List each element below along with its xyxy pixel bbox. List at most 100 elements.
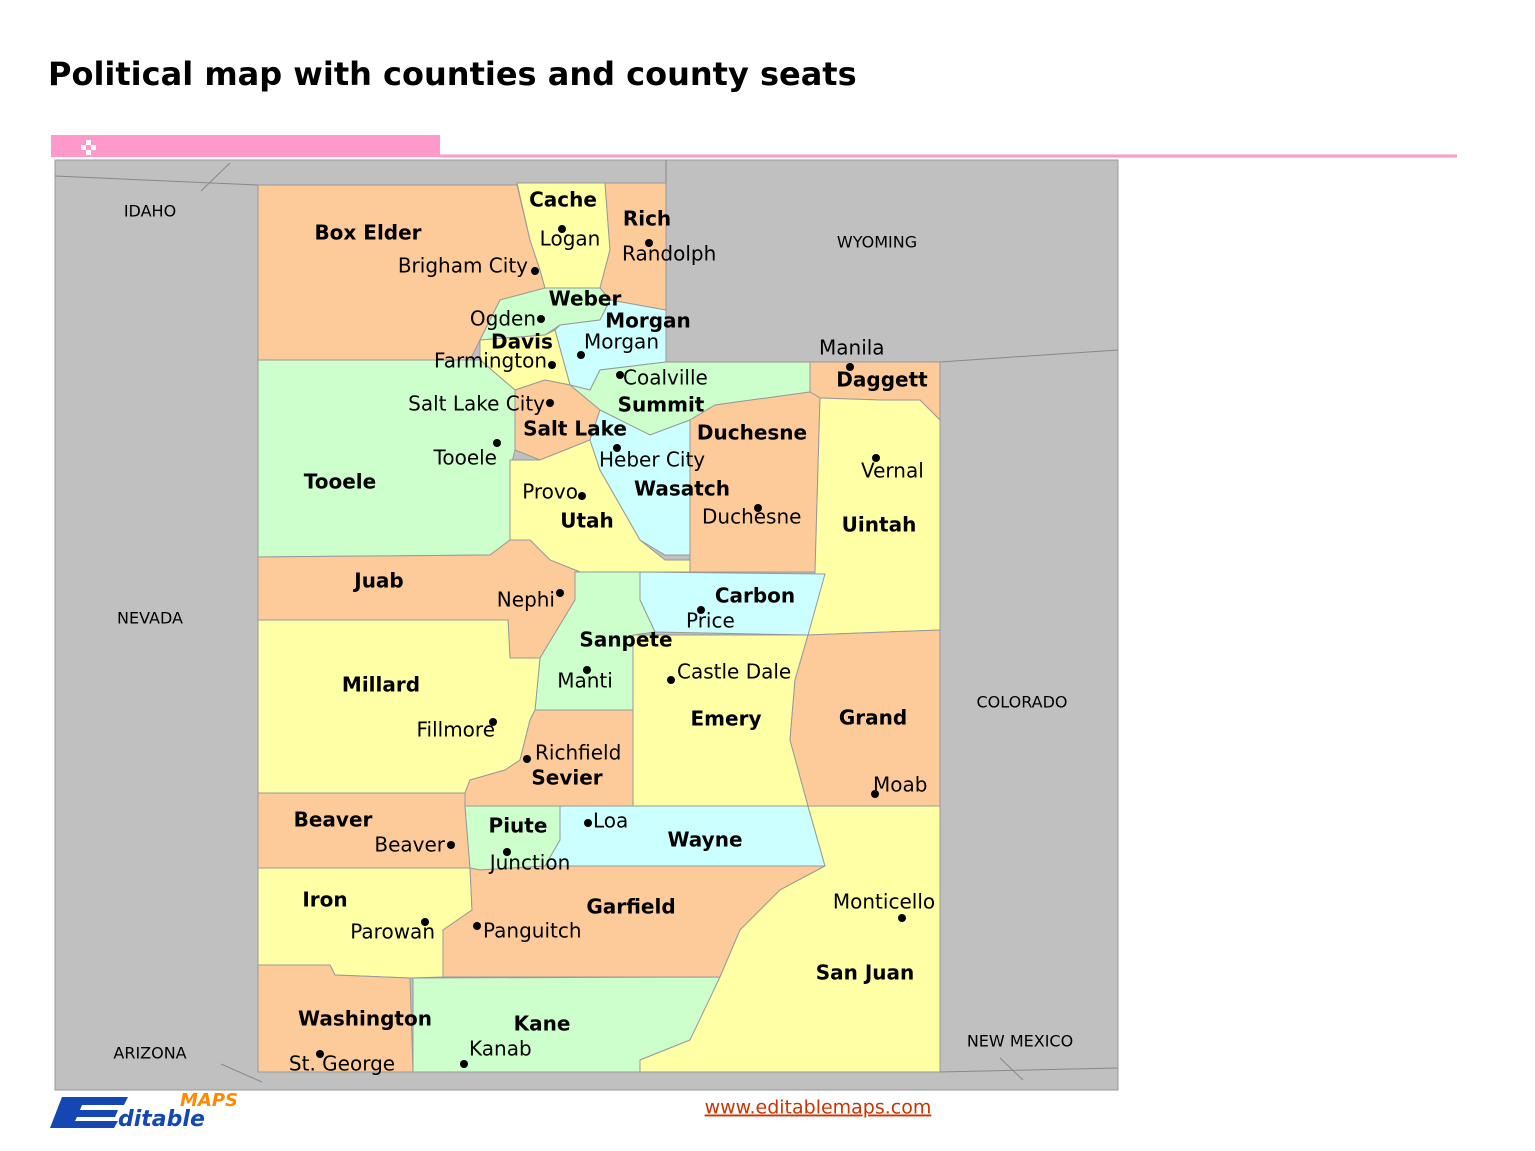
county-seat: Junction (488, 851, 571, 875)
seat-dot (645, 239, 653, 247)
county-seat: Loa (593, 809, 628, 833)
county-name: Emery (691, 707, 762, 731)
county-seat: Parowan (350, 920, 435, 944)
seat-dot (556, 589, 564, 597)
county-name: Davis (491, 330, 553, 354)
county-seat: Logan (540, 227, 601, 251)
seat-dot (697, 606, 705, 614)
seat-dot (531, 267, 539, 275)
seat-dot (558, 225, 566, 233)
county-name: Summit (618, 393, 705, 417)
page-title: Political map with counties and county s… (48, 55, 857, 93)
county-name: Sevier (531, 766, 602, 790)
county-name: Kane (514, 1012, 571, 1036)
county-seat: Randolph (622, 242, 716, 266)
county-name: Cache (529, 188, 597, 212)
seat-dot (546, 399, 554, 407)
county (257, 619, 541, 794)
logo-letter: E (52, 1109, 53, 1111)
county-name: Washington (298, 1007, 432, 1031)
county-name: Weber (549, 287, 622, 311)
logo-top: MAPS (180, 1090, 238, 1111)
county-name: Utah (560, 509, 614, 533)
seat-dot (537, 315, 545, 323)
county-name: Beaver (294, 808, 373, 832)
seat-dot (493, 439, 501, 447)
logo-bottom: ditable (118, 1107, 205, 1132)
seat-dot (846, 363, 854, 371)
header-bar (51, 135, 440, 157)
county-seat: Coalville (623, 366, 708, 390)
county-name: Morgan (605, 309, 691, 333)
county-seat: Panguitch (483, 919, 582, 943)
state-label: ARIZONA (113, 1044, 186, 1063)
county-seat: Manila (819, 336, 885, 360)
seat-dot (872, 454, 880, 462)
seat-dot (316, 1050, 324, 1058)
county-seat: Provo (522, 480, 578, 504)
logo-shape (50, 1097, 128, 1128)
county-name: Sanpete (579, 628, 672, 652)
state-label: IDAHO (124, 202, 176, 221)
county-seat: Tooele (433, 446, 497, 470)
seat-dot (447, 841, 455, 849)
county-name: Iron (302, 888, 347, 912)
county-seat: Moab (873, 773, 927, 797)
county-seat: Castle Dale (677, 660, 791, 684)
county-name: Daggett (836, 368, 928, 392)
seat-dot (473, 922, 481, 930)
county (464, 709, 634, 807)
seat-dot (898, 914, 906, 922)
county-seat: Morgan (584, 330, 659, 354)
county-name: Carbon (715, 584, 795, 608)
county-name: Juab (352, 569, 404, 593)
seat-dot (548, 361, 556, 369)
county-seat: Kanab (469, 1037, 532, 1061)
header-icon (81, 140, 96, 155)
county-name: Box Elder (314, 221, 421, 245)
state-label: NEVADA (117, 609, 183, 628)
county-seat: Richfield (535, 741, 621, 765)
county-seat: Manti (557, 669, 613, 693)
labels: Box Elder Brigham City Cache Logan Rich Rando… (113, 188, 1073, 1076)
county-seat: Vernal (861, 459, 924, 483)
seat-dot (489, 718, 497, 726)
county-seat: Duchesne (702, 505, 801, 529)
county-name: Piute (489, 814, 548, 838)
seat-dot (754, 504, 762, 512)
county-seat: Brigham City (398, 254, 528, 278)
county-name: Rich (623, 207, 671, 231)
seat-dot (503, 848, 511, 856)
seat-dot (613, 444, 621, 452)
seat-dot (578, 492, 586, 500)
county-name: Tooele (304, 470, 376, 494)
county-seat: Price (686, 609, 735, 633)
seat-dot (421, 918, 429, 926)
county-name: Uintah (842, 513, 917, 537)
seat-dot (577, 351, 585, 359)
state-label: NEW MEXICO (967, 1032, 1073, 1051)
county-name: San Juan (816, 961, 915, 985)
state-label: WYOMING (837, 233, 917, 252)
county-name: Wasatch (634, 477, 730, 501)
seat-dot (667, 676, 675, 684)
state-label: COLORADO (976, 693, 1067, 712)
county-seat: Fillmore (416, 718, 495, 742)
county-seat: Nephi (497, 588, 555, 612)
counties (257, 182, 941, 1073)
county (257, 964, 414, 1073)
seat-dot (871, 790, 879, 798)
county-name: Grand (839, 706, 907, 730)
county-name: Millard (342, 673, 420, 697)
county-seat: Salt Lake City (408, 392, 545, 416)
footer-url[interactable]: www.editablemaps.com (705, 1097, 932, 1119)
county-seat: Monticello (833, 890, 935, 914)
seat-dot (523, 755, 531, 763)
county-seat: Ogden (470, 307, 536, 331)
county-seat: Heber City (599, 448, 705, 472)
seat-dot (460, 1060, 468, 1068)
seat-dot (584, 819, 592, 827)
county-name: Duchesne (697, 421, 807, 445)
